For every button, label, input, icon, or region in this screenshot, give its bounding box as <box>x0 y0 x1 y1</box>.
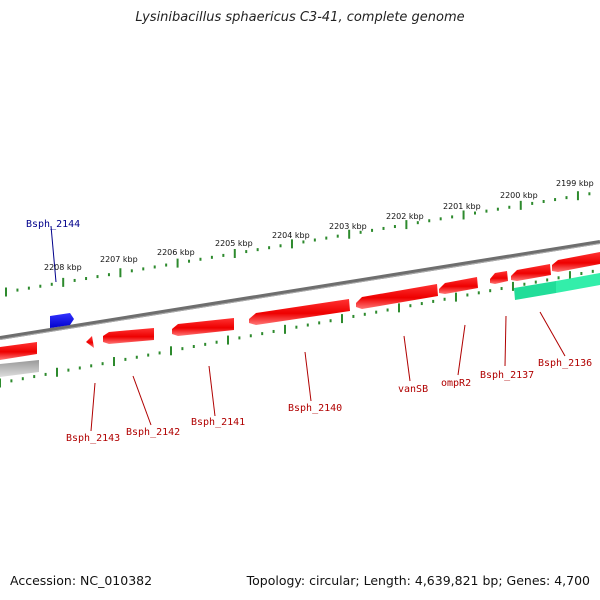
rna-feature[interactable] <box>514 273 600 300</box>
gene-bsph-2144[interactable] <box>50 313 74 328</box>
gene-label-bsph-2143[interactable]: Bsph_2143 <box>66 433 120 444</box>
ruler-label: 2205 kbp <box>215 239 253 248</box>
gene-ompr2[interactable] <box>439 277 478 294</box>
map-title: Lysinibacillus sphaericus C3-41, complet… <box>135 10 465 25</box>
gene-bsph-2137[interactable] <box>490 271 508 284</box>
gene-label-bsph-2136[interactable]: Bsph_2136 <box>538 358 592 369</box>
accession-text: Accession: NC_010382 <box>10 573 153 588</box>
gene-bsph-2136[interactable] <box>511 264 551 281</box>
topology-text: Topology: circular; Length: 4,639,821 bp… <box>246 573 590 588</box>
ruler-label: 2203 kbp <box>329 222 367 231</box>
gene-partial-left[interactable] <box>0 342 37 360</box>
gene-label-bsph-2140[interactable]: Bsph_2140 <box>288 403 342 414</box>
gene-bsph-2141[interactable] <box>172 318 234 336</box>
ruler-label: 2199 kbp <box>556 179 594 188</box>
gene-bsph-2142[interactable] <box>103 328 154 344</box>
forward-ruler <box>5 191 591 297</box>
genome-backbone-highlight <box>0 243 600 340</box>
gene-pseudo-left <box>0 360 39 377</box>
gene-bsph-2140[interactable] <box>249 299 350 325</box>
gene-label-vansb[interactable]: vanSB <box>398 384 428 395</box>
gene-vansb[interactable] <box>356 284 438 309</box>
gene-label-bsph-2144[interactable]: Bsph_2144 <box>26 219 80 230</box>
gene-label-ompr2[interactable]: ompR2 <box>441 378 471 389</box>
ruler-label: 2200 kbp <box>500 191 538 200</box>
gene-label-bsph-2141[interactable]: Bsph_2141 <box>191 417 245 428</box>
gene-label-bsph-2137[interactable]: Bsph_2137 <box>480 370 534 381</box>
reverse-ruler <box>0 269 594 388</box>
ruler-label: 2207 kbp <box>100 255 138 264</box>
ruler-label: 2204 kbp <box>272 231 310 240</box>
reverse-genes <box>0 252 600 377</box>
ruler-label: 2206 kbp <box>157 248 195 257</box>
label-leaders <box>50 225 566 432</box>
gene-partial-right[interactable] <box>552 252 600 272</box>
gene-bsph-2143[interactable] <box>86 336 94 348</box>
gene-label-bsph-2142[interactable]: Bsph_2142 <box>126 427 180 438</box>
ruler-label: 2208 kbp <box>44 263 82 272</box>
ruler-label: 2202 kbp <box>386 212 424 221</box>
genome-backbone <box>0 240 600 340</box>
ruler-label: 2201 kbp <box>443 202 481 211</box>
